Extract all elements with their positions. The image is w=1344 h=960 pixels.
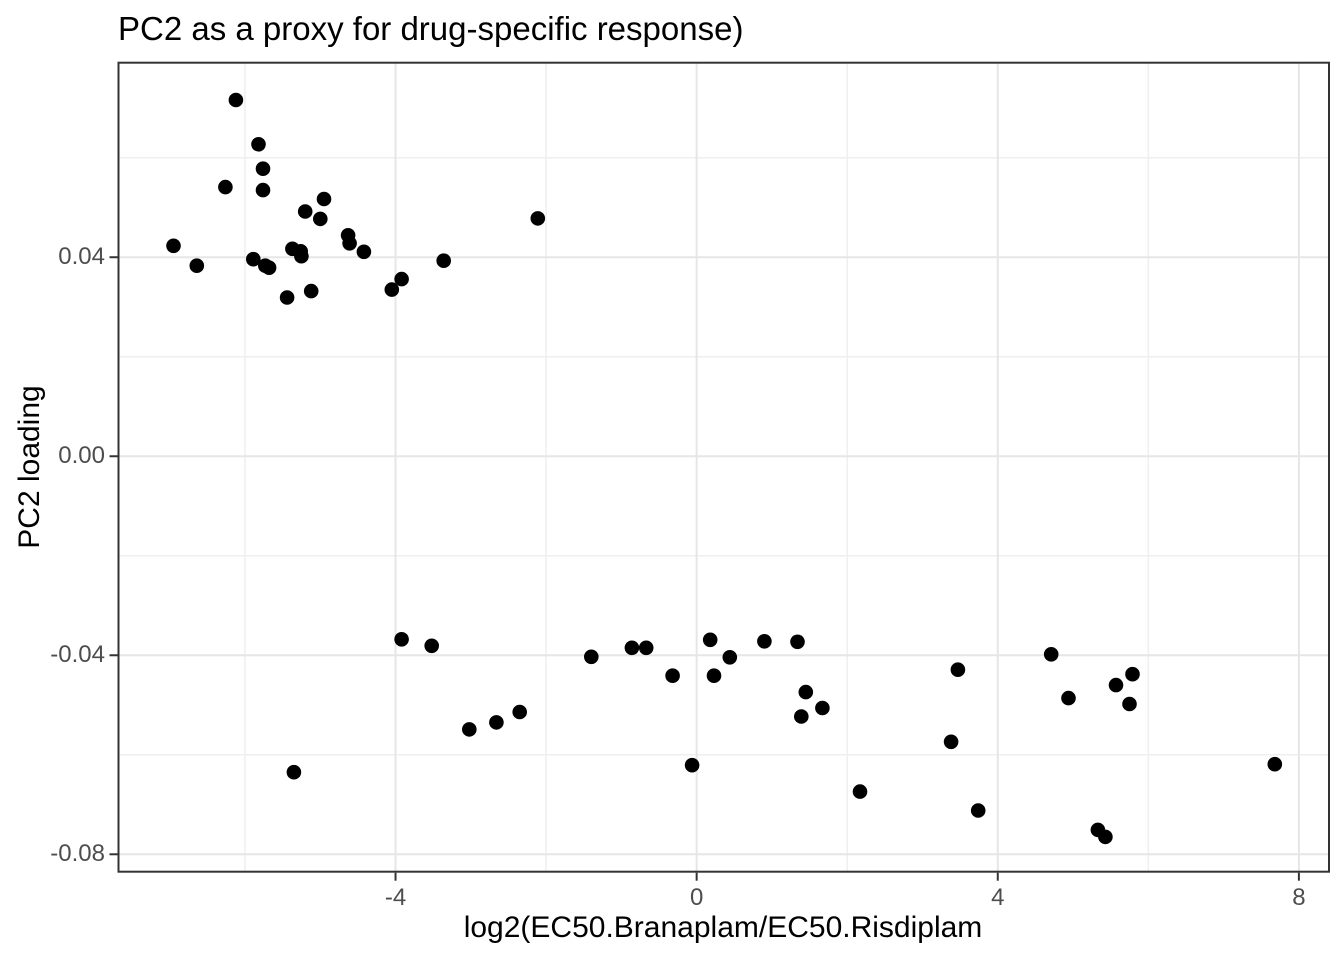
data-point (815, 700, 830, 716)
data-point (1125, 666, 1140, 682)
data-point (286, 764, 302, 780)
y-tick-label: 0.00 (58, 442, 105, 470)
data-point (313, 211, 328, 227)
data-point (251, 137, 266, 152)
data-point (356, 244, 372, 260)
data-point (584, 649, 599, 665)
data-point (706, 668, 722, 683)
y-tick-label: -0.08 (50, 840, 105, 868)
data-point (1098, 829, 1113, 845)
data-point (246, 251, 261, 267)
data-point (943, 734, 959, 750)
data-point (436, 253, 452, 268)
data-point (638, 640, 654, 656)
data-point (342, 236, 357, 251)
data-point (852, 784, 868, 799)
panel-border (117, 61, 1330, 873)
data-point (255, 182, 271, 198)
data-point (189, 258, 205, 274)
data-point (1108, 677, 1124, 693)
data-point (297, 204, 313, 219)
x-tick-label: -4 (384, 884, 407, 911)
data-point (384, 282, 400, 297)
data-point (424, 638, 440, 654)
data-point (462, 722, 477, 737)
data-point (665, 668, 680, 683)
data-point (489, 715, 504, 730)
data-point (255, 161, 271, 176)
data-point (294, 248, 309, 264)
data-point (970, 803, 986, 818)
plot-title: PC2 as a proxy for drug-specific respons… (118, 10, 744, 47)
data-point (1122, 696, 1137, 712)
data-point (303, 283, 319, 299)
data-point (261, 260, 277, 276)
data-point (166, 238, 181, 254)
data-point (794, 709, 809, 724)
x-tick-label: 8 (1292, 884, 1306, 911)
data-point (530, 211, 546, 226)
panel-background (118, 62, 1329, 872)
x-axis-title: log2(EC50.Branaplam/EC50.Risdiplam (463, 911, 983, 944)
data-point (798, 684, 814, 700)
data-point (218, 179, 233, 195)
x-tick-label: 4 (991, 884, 1005, 911)
data-point (394, 271, 409, 287)
data-point (722, 650, 738, 665)
data-point (950, 662, 966, 677)
data-point (624, 640, 640, 656)
data-point (228, 92, 244, 108)
data-point (1267, 756, 1283, 772)
data-point (1061, 690, 1076, 706)
data-point (790, 634, 805, 650)
data-point (1043, 647, 1059, 662)
x-tick-label: 0 (689, 884, 704, 911)
y-tick-label: -0.04 (50, 641, 105, 669)
data-point (512, 704, 527, 720)
data-point (702, 632, 718, 648)
data-point (316, 191, 332, 207)
data-point (279, 290, 295, 305)
y-tick-label: 0.04 (58, 243, 105, 271)
data-point (394, 632, 409, 647)
data-point (757, 634, 772, 649)
data-point (684, 757, 700, 773)
